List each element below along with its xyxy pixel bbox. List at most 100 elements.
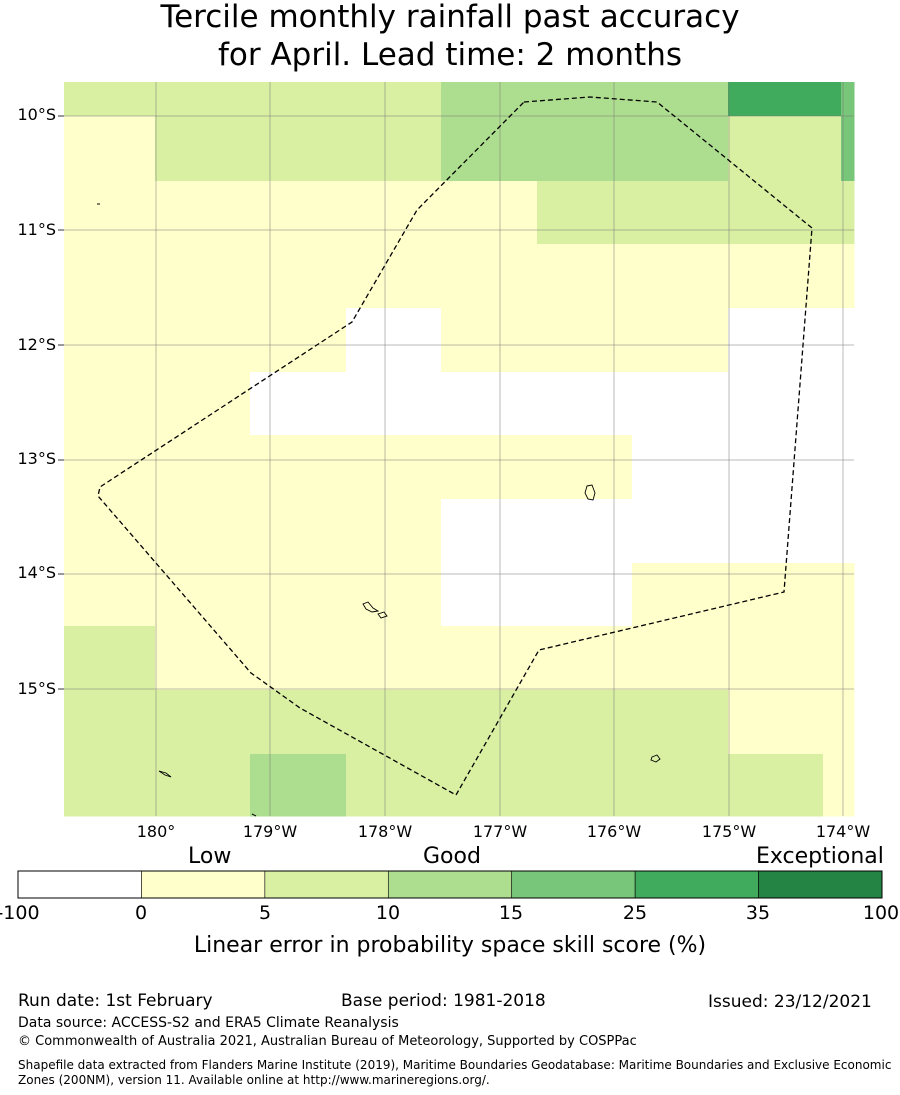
lon-label-176w: 176°W	[586, 822, 642, 841]
grid-cell	[155, 690, 251, 755]
lat-label-13s: 13°S	[17, 449, 56, 468]
grid-cell	[632, 499, 729, 564]
grid-cell	[632, 754, 729, 817]
grid-cell	[250, 372, 347, 436]
grid-cell	[841, 116, 855, 182]
island-outline-fakaofo	[377, 611, 388, 619]
grid-cell	[250, 82, 347, 117]
grid-cell	[841, 181, 855, 245]
category-low: Low	[188, 844, 232, 869]
lon-label-175w: 175°W	[701, 822, 757, 841]
grid-cell	[250, 626, 347, 691]
skill-grid	[64, 82, 855, 817]
grid-cell	[632, 308, 729, 373]
grid-cell	[841, 372, 855, 436]
grid-cell	[441, 82, 538, 117]
colorbar-segment	[511, 870, 636, 899]
grid-cell	[441, 308, 538, 373]
grid-cell	[346, 626, 442, 691]
grid-cell	[155, 626, 251, 691]
grid-cell	[632, 626, 729, 691]
grid-cell	[632, 82, 729, 117]
issued-date: Issued: 23/12/2021	[708, 992, 872, 1012]
grid-cell	[441, 372, 538, 436]
lon-label-180: 180°	[136, 822, 176, 841]
grid-cell	[632, 690, 729, 755]
grid-cell	[250, 754, 347, 817]
grid-cell	[250, 244, 347, 309]
grid-cell	[841, 754, 855, 817]
grid-cell	[155, 181, 251, 245]
grid-cell	[250, 308, 347, 373]
grid-cell	[64, 754, 156, 817]
grid-cell	[441, 116, 538, 182]
grid-cell	[728, 308, 824, 373]
grid-cell	[728, 82, 824, 117]
grid-cell	[64, 244, 156, 309]
grid-cell	[64, 116, 156, 182]
grid-cell	[346, 308, 442, 373]
category-good: Good	[423, 844, 481, 869]
grid-cell	[250, 435, 347, 500]
grid-cell	[728, 372, 824, 436]
grid-cell	[537, 181, 633, 245]
eez-boundary	[97, 96, 813, 796]
grid-cell	[823, 181, 842, 245]
lat-label-11s: 11°S	[17, 220, 56, 239]
colorbar-segment	[141, 870, 266, 899]
island-outline-atafu	[362, 601, 380, 613]
grid-cell	[823, 372, 842, 436]
grid-cell	[346, 499, 442, 564]
grid-cell	[728, 435, 824, 500]
grid-cell	[537, 626, 633, 691]
grid-cell	[441, 499, 538, 564]
copyright: © Commonwealth of Australia 2021, Austra…	[18, 1034, 637, 1049]
grid-cell	[632, 372, 729, 436]
island-outline-bottom	[251, 813, 257, 817]
grid-cell	[823, 563, 842, 627]
colorbar-tick: 0	[134, 902, 148, 924]
grid-cell	[64, 563, 156, 627]
grid-cell	[823, 626, 842, 691]
map-title-line-1: Tercile monthly rainfall past accuracy	[160, 0, 740, 35]
island-outline-swains	[650, 754, 661, 763]
grid-cell	[441, 244, 538, 309]
grid-cell	[537, 563, 633, 627]
grid-cell	[632, 435, 729, 500]
grid-cell	[728, 563, 824, 627]
grid-cell	[728, 690, 824, 755]
grid-cell	[728, 499, 824, 564]
colorbar-label: Linear error in probability space skill …	[193, 933, 707, 958]
grid-cell	[346, 754, 442, 817]
grid-cell	[823, 308, 842, 373]
grid-cell	[64, 308, 156, 373]
grid-cell	[346, 82, 442, 117]
grid-cell	[250, 116, 347, 182]
grid-cell	[250, 563, 347, 627]
grid-cell	[155, 372, 251, 436]
grid-cell	[64, 435, 156, 500]
colorbar-segment	[634, 870, 759, 899]
grid-cell	[155, 563, 251, 627]
colorbar-tick: -100	[0, 902, 40, 924]
skill-score-map	[58, 82, 855, 817]
grid-cell	[346, 116, 442, 182]
colorbar	[17, 870, 883, 899]
grid-cell	[155, 499, 251, 564]
colorbar-frame	[17, 870, 883, 899]
category-exceptional: Exceptional	[756, 844, 884, 869]
grid-cell	[823, 754, 842, 817]
grid-cell	[64, 690, 156, 755]
lat-label-10s: 10°S	[17, 105, 56, 124]
grid-cell	[537, 754, 633, 817]
grid-cell	[64, 626, 156, 691]
grid-cell	[64, 82, 156, 117]
grid-cell	[823, 244, 842, 309]
grid-cell	[155, 116, 251, 182]
grid-cell	[823, 82, 842, 117]
shapefile-credit: Shapefile data extracted from Flanders M…	[18, 1058, 892, 1087]
grid-cell	[823, 499, 842, 564]
grid-cell	[537, 244, 633, 309]
grid-cell	[823, 116, 842, 182]
grid-cell	[841, 499, 855, 564]
